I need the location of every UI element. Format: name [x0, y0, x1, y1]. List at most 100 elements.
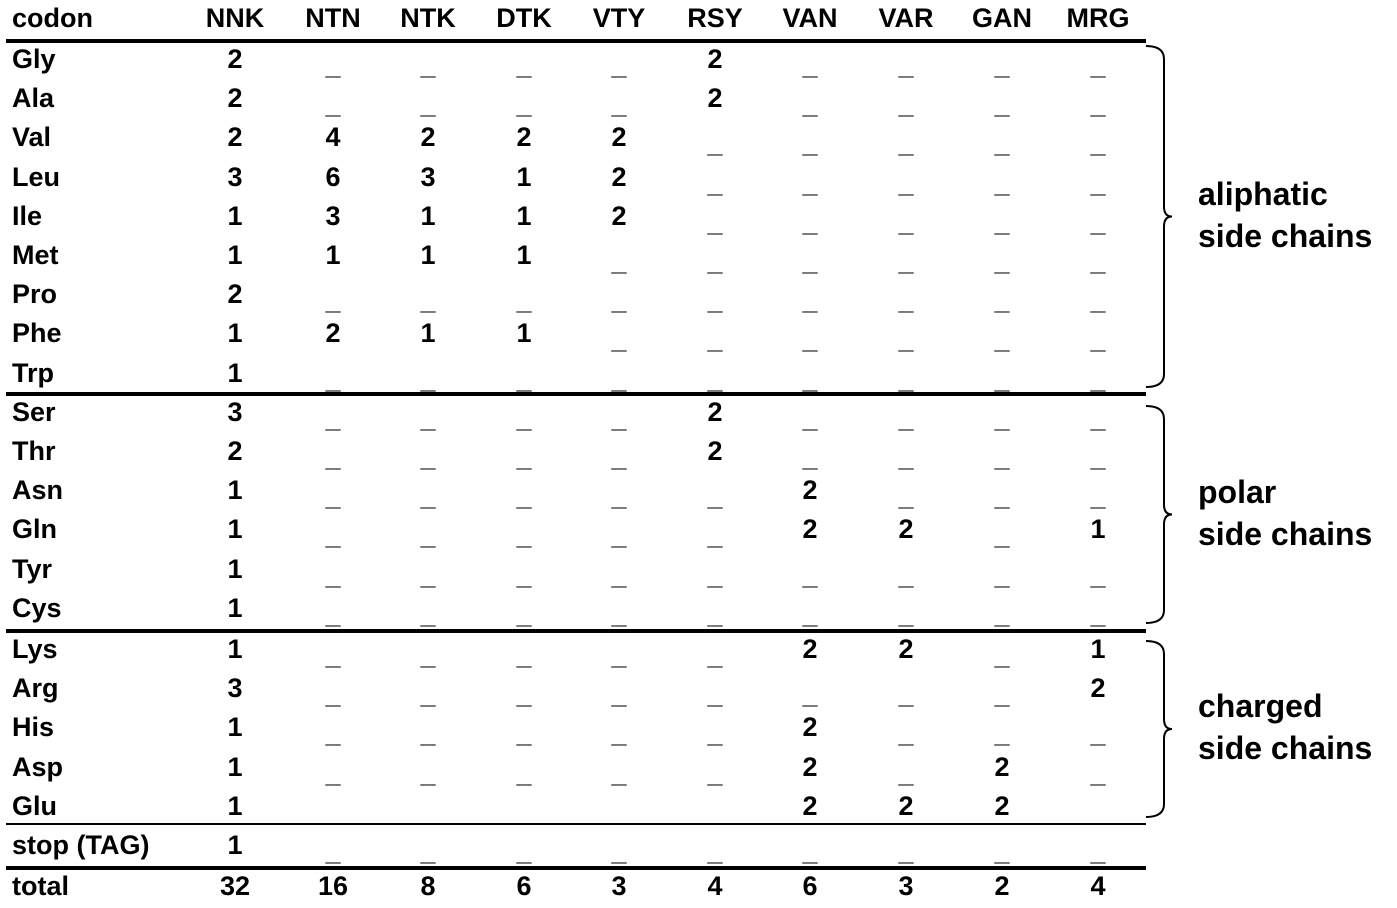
row-label: total	[12, 871, 69, 901]
column-header: RSY	[687, 3, 743, 33]
row-label: Phe	[12, 318, 62, 349]
row-label: Arg	[12, 673, 59, 704]
empty-cell: _	[1090, 796, 1106, 827]
empty-cell: _	[707, 559, 723, 590]
count-cell: 2	[898, 514, 914, 545]
empty-cell: _	[420, 481, 436, 512]
row-label: His	[12, 712, 55, 743]
column-header: GAN	[972, 3, 1032, 33]
group-brace	[1145, 405, 1173, 624]
group-rule	[6, 823, 1146, 825]
count-cell: 6	[325, 161, 341, 192]
count-cell: 2	[898, 634, 914, 664]
empty-cell: _	[611, 285, 627, 316]
count-cell: 2	[611, 161, 627, 192]
count-cell: 2	[802, 514, 818, 545]
empty-cell: _	[420, 402, 436, 433]
empty-cell: _	[420, 718, 436, 749]
count-cell: 2	[325, 318, 341, 349]
row-label: Thr	[12, 436, 56, 466]
count-cell: 2	[227, 279, 243, 310]
count-cell: 2	[707, 83, 723, 114]
header-codon-label: codon	[12, 3, 93, 33]
empty-cell: _	[420, 679, 436, 710]
empty-cell: _	[802, 836, 818, 866]
empty-cell: _	[611, 50, 627, 80]
count-cell: 3	[325, 200, 341, 231]
empty-cell: _	[420, 598, 436, 629]
empty-cell: _	[611, 363, 627, 394]
group-label: charged	[1198, 688, 1323, 724]
count-cell: 2	[1090, 673, 1106, 704]
empty-cell: _	[611, 598, 627, 629]
count-cell: 3	[227, 396, 243, 427]
count-cell: 2	[227, 44, 243, 74]
count-cell: 3	[227, 161, 243, 192]
row-label: Tyr	[12, 553, 53, 584]
row-label: Gly	[12, 44, 56, 74]
empty-cell: _	[1090, 598, 1106, 629]
empty-cell: _	[994, 640, 1010, 670]
empty-cell: _	[325, 50, 341, 80]
empty-cell: _	[1090, 718, 1106, 749]
empty-cell: _	[611, 442, 627, 472]
empty-cell: _	[707, 481, 723, 512]
empty-cell: _	[516, 679, 532, 710]
empty-cell: _	[707, 324, 723, 355]
count-cell: 1	[516, 200, 532, 231]
empty-cell: _	[994, 246, 1010, 276]
empty-cell: _	[802, 559, 818, 590]
empty-cell: _	[802, 324, 818, 355]
group-rule	[6, 629, 1146, 633]
row-label: Trp	[12, 357, 55, 388]
count-cell: 1	[325, 240, 341, 270]
empty-cell: _	[325, 640, 341, 670]
empty-cell: _	[611, 481, 627, 512]
count-cell: 2	[802, 475, 818, 506]
count-cell: 1	[1090, 514, 1106, 545]
row-label: Met	[12, 240, 59, 270]
empty-cell: _	[611, 836, 627, 866]
empty-cell: _	[325, 796, 341, 827]
empty-cell: _	[516, 718, 532, 749]
total-cell: 3	[898, 871, 914, 901]
empty-cell: _	[1090, 206, 1106, 237]
empty-cell: _	[802, 285, 818, 316]
count-cell: 2	[802, 751, 818, 782]
empty-cell: _	[516, 481, 532, 512]
empty-cell: _	[325, 679, 341, 710]
count-cell: 1	[227, 634, 243, 664]
empty-cell: _	[420, 520, 436, 551]
empty-cell: _	[994, 402, 1010, 433]
count-cell: 2	[994, 790, 1010, 821]
count-cell: 1	[227, 553, 243, 584]
group-label: aliphatic	[1198, 175, 1328, 212]
empty-cell: _	[516, 640, 532, 670]
empty-cell: _	[994, 559, 1010, 590]
empty-cell: _	[1090, 128, 1106, 159]
total-cell: 3	[611, 871, 627, 901]
empty-cell: _	[802, 246, 818, 276]
empty-cell: _	[1090, 285, 1106, 316]
header-rule	[6, 39, 1146, 43]
empty-cell: _	[1090, 324, 1106, 355]
empty-cell: _	[802, 206, 818, 237]
group-label: side chains	[1198, 730, 1373, 766]
count-cell: 1	[516, 318, 532, 349]
count-cell: 2	[611, 200, 627, 231]
empty-cell: _	[898, 246, 914, 276]
empty-cell: _	[802, 679, 818, 710]
count-cell: 1	[227, 475, 243, 506]
column-header: NTK	[400, 3, 456, 33]
empty-cell: _	[325, 285, 341, 316]
empty-cell: _	[802, 50, 818, 80]
empty-cell: _	[325, 89, 341, 120]
empty-cell: _	[1090, 167, 1106, 198]
empty-cell: _	[802, 167, 818, 198]
empty-cell: _	[1090, 836, 1106, 866]
empty-cell: _	[420, 757, 436, 788]
empty-cell: _	[1090, 757, 1106, 788]
empty-cell: _	[1090, 89, 1106, 120]
total-cell: 4	[1090, 871, 1106, 901]
empty-cell: _	[898, 167, 914, 198]
